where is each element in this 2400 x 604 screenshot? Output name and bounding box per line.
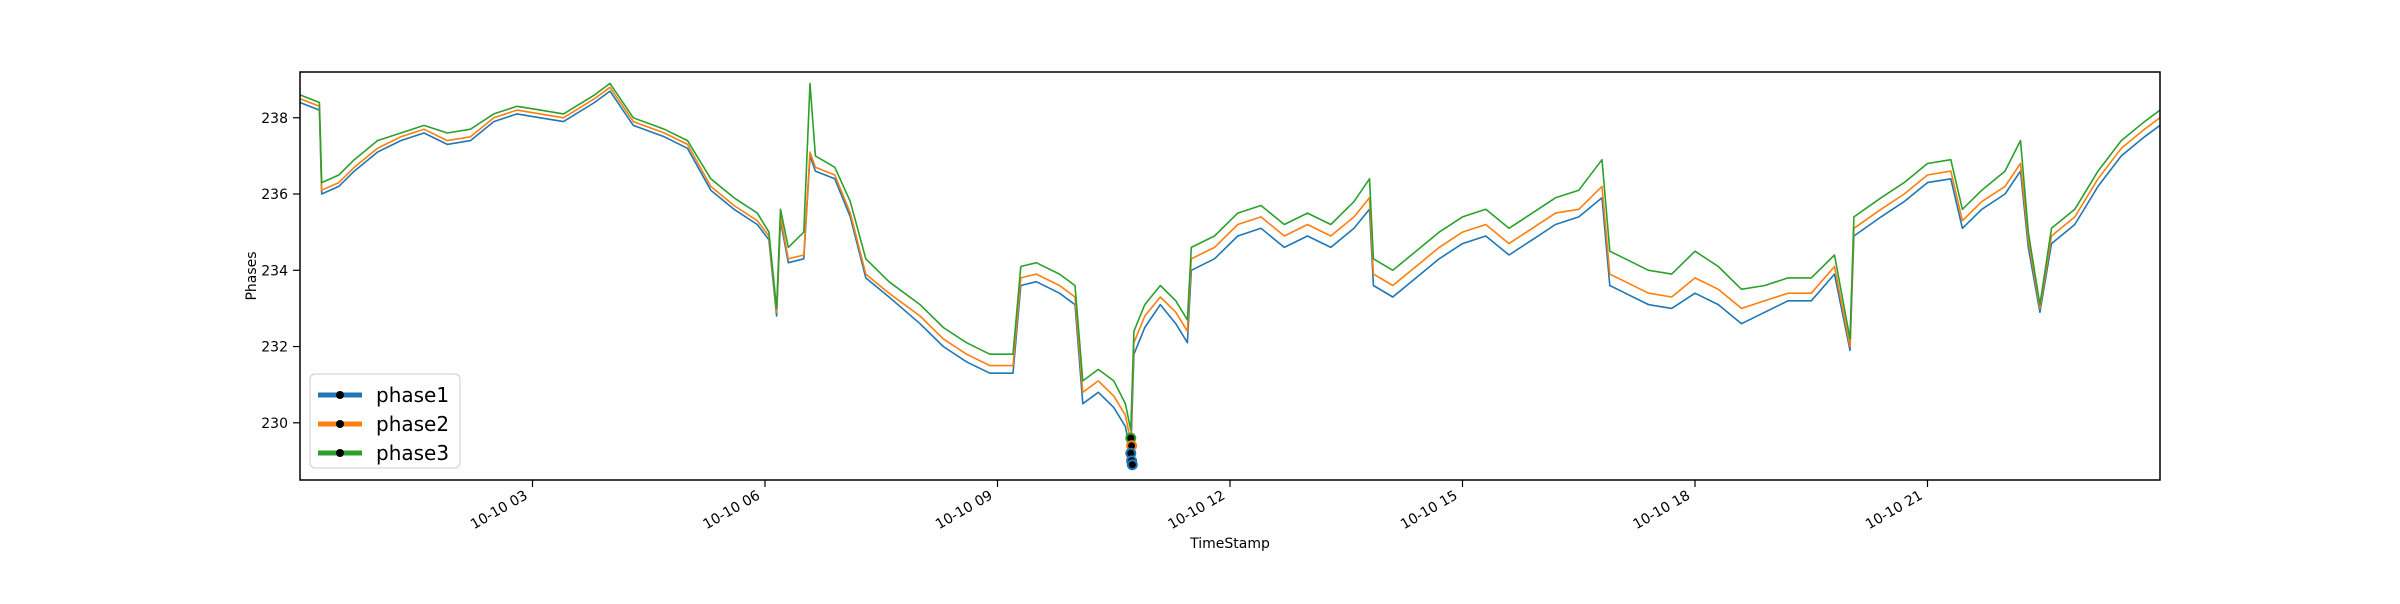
x-tick-label-3: 10-10 12 <box>1165 488 1228 533</box>
legend-label-phase1: phase1 <box>376 383 449 407</box>
x-tick-label-1: 10-10 06 <box>700 488 763 533</box>
marker-layer <box>1125 432 1138 471</box>
x-tick-label-2: 10-10 09 <box>933 488 996 533</box>
y-tick-label-3: 236 <box>261 187 288 203</box>
data-point-marker-4 <box>1126 459 1138 471</box>
x-tick-label-5: 10-10 18 <box>1630 488 1693 533</box>
legend-label-phase2: phase2 <box>376 412 449 436</box>
y-tick-label-2: 234 <box>261 263 288 279</box>
legend: phase1 phase2 phase3 <box>309 373 461 469</box>
x-tick-label-6: 10-10 21 <box>1863 488 1926 533</box>
x-tick-label-0: 10-10 03 <box>468 488 531 533</box>
legend-marker-phase2 <box>336 420 344 428</box>
legend-label-phase3: phase3 <box>376 441 449 465</box>
plot-background <box>300 72 2160 480</box>
x-axis: 10-10 03 10-10 06 10-10 09 10-10 12 10-10 15… <box>468 480 1929 533</box>
x-tick-label-4: 10-10 15 <box>1398 488 1461 533</box>
legend-marker-phase1 <box>336 391 344 399</box>
y-tick-label-4: 238 <box>261 111 288 127</box>
series-line-phase3 <box>299 82 2161 432</box>
legend-marker-phase3 <box>336 449 344 457</box>
x-axis-label: TimeStamp <box>1189 536 1270 552</box>
series-layer <box>299 82 2161 455</box>
y-axis: 230 232 234 236 238 <box>261 111 300 432</box>
y-tick-label-1: 232 <box>261 340 288 356</box>
y-axis-label: Phases <box>244 251 260 300</box>
y-tick-label-0: 230 <box>261 416 288 432</box>
